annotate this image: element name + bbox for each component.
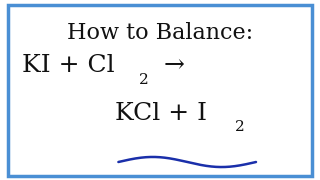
Text: 2: 2 [235,120,245,134]
Text: 2: 2 [139,73,149,87]
Text: KCl + I: KCl + I [115,102,207,125]
Text: →: → [163,54,184,77]
Text: KI + Cl: KI + Cl [22,54,115,77]
Text: How to Balance:: How to Balance: [67,22,253,44]
